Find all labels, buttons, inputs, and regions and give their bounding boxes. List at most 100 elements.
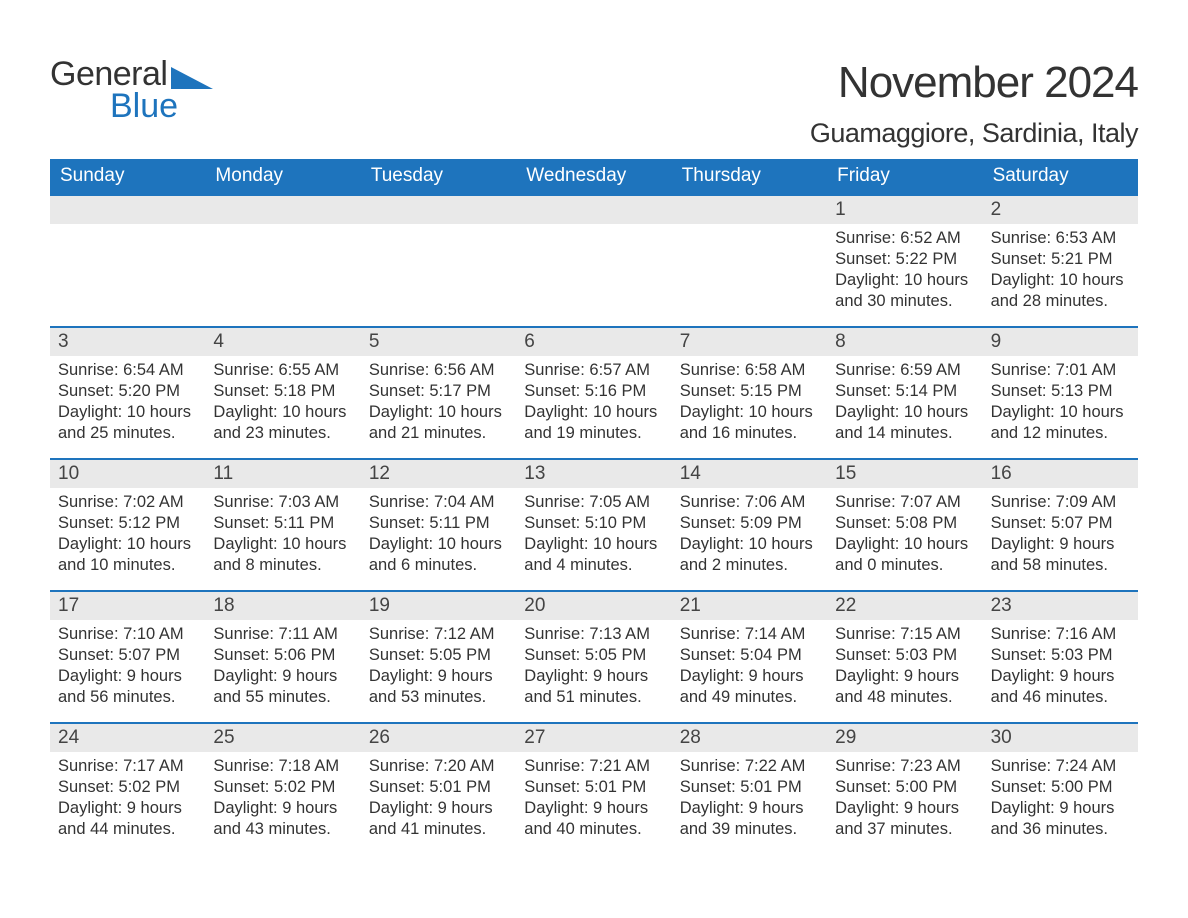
calendar-day-cell: 16Sunrise: 7:09 AMSunset: 5:07 PMDayligh…	[983, 460, 1138, 588]
calendar-day-cell: 20Sunrise: 7:13 AMSunset: 5:05 PMDayligh…	[516, 592, 671, 720]
day-detail-text: Sunrise: 7:10 AMSunset: 5:07 PMDaylight:…	[50, 620, 205, 712]
day-number-bar: 24	[50, 724, 205, 752]
brand-flag-icon	[169, 64, 215, 90]
sunrise-line: Sunrise: 7:16 AM	[991, 624, 1130, 645]
sunrise-line: Sunrise: 6:53 AM	[991, 228, 1130, 249]
day-detail-text: Sunrise: 6:53 AMSunset: 5:21 PMDaylight:…	[983, 224, 1138, 316]
sunset-line: Sunset: 5:17 PM	[369, 381, 508, 402]
sunset-line: Sunset: 5:13 PM	[991, 381, 1130, 402]
day-number-bar: 2	[983, 196, 1138, 224]
day-number-bar: 9	[983, 328, 1138, 356]
day-detail-text: Sunrise: 7:04 AMSunset: 5:11 PMDaylight:…	[361, 488, 516, 580]
daylight-line: Daylight: 9 hours and 48 minutes.	[835, 666, 974, 708]
day-of-week-header: Sunday	[50, 159, 205, 194]
day-number-bar: 30	[983, 724, 1138, 752]
sunset-line: Sunset: 5:07 PM	[991, 513, 1130, 534]
sunrise-line: Sunrise: 6:59 AM	[835, 360, 974, 381]
sunrise-line: Sunrise: 6:55 AM	[213, 360, 352, 381]
calendar-day-cell: 24Sunrise: 7:17 AMSunset: 5:02 PMDayligh…	[50, 724, 205, 852]
sunrise-line: Sunrise: 7:10 AM	[58, 624, 197, 645]
calendar-day-cell: 17Sunrise: 7:10 AMSunset: 5:07 PMDayligh…	[50, 592, 205, 720]
sunrise-line: Sunrise: 7:24 AM	[991, 756, 1130, 777]
day-detail-text: Sunrise: 7:07 AMSunset: 5:08 PMDaylight:…	[827, 488, 982, 580]
day-detail-text: Sunrise: 7:12 AMSunset: 5:05 PMDaylight:…	[361, 620, 516, 712]
day-detail-text: Sunrise: 7:02 AMSunset: 5:12 PMDaylight:…	[50, 488, 205, 580]
sunrise-line: Sunrise: 7:09 AM	[991, 492, 1130, 513]
sunrise-line: Sunrise: 7:02 AM	[58, 492, 197, 513]
calendar-week-row: 1Sunrise: 6:52 AMSunset: 5:22 PMDaylight…	[50, 194, 1138, 324]
day-detail-text: Sunrise: 7:23 AMSunset: 5:00 PMDaylight:…	[827, 752, 982, 844]
daylight-line: Daylight: 10 hours and 4 minutes.	[524, 534, 663, 576]
calendar-day-cell: 6Sunrise: 6:57 AMSunset: 5:16 PMDaylight…	[516, 328, 671, 456]
day-detail-text: Sunrise: 7:09 AMSunset: 5:07 PMDaylight:…	[983, 488, 1138, 580]
calendar-day-cell: 2Sunrise: 6:53 AMSunset: 5:21 PMDaylight…	[983, 196, 1138, 324]
location-subtitle: Guamaggiore, Sardinia, Italy	[810, 118, 1138, 149]
sunrise-line: Sunrise: 7:11 AM	[213, 624, 352, 645]
day-number-bar: 16	[983, 460, 1138, 488]
daylight-line: Daylight: 10 hours and 25 minutes.	[58, 402, 197, 444]
calendar-week-row: 17Sunrise: 7:10 AMSunset: 5:07 PMDayligh…	[50, 590, 1138, 720]
daylight-line: Daylight: 10 hours and 0 minutes.	[835, 534, 974, 576]
sunset-line: Sunset: 5:08 PM	[835, 513, 974, 534]
daylight-line: Daylight: 9 hours and 41 minutes.	[369, 798, 508, 840]
day-detail-text: Sunrise: 7:20 AMSunset: 5:01 PMDaylight:…	[361, 752, 516, 844]
calendar-day-cell: 13Sunrise: 7:05 AMSunset: 5:10 PMDayligh…	[516, 460, 671, 588]
sunset-line: Sunset: 5:21 PM	[991, 249, 1130, 270]
sunset-line: Sunset: 5:00 PM	[835, 777, 974, 798]
daylight-line: Daylight: 10 hours and 2 minutes.	[680, 534, 819, 576]
calendar-day-cell: 25Sunrise: 7:18 AMSunset: 5:02 PMDayligh…	[205, 724, 360, 852]
sunset-line: Sunset: 5:18 PM	[213, 381, 352, 402]
sunrise-line: Sunrise: 7:05 AM	[524, 492, 663, 513]
sunset-line: Sunset: 5:00 PM	[991, 777, 1130, 798]
day-detail-text: Sunrise: 7:01 AMSunset: 5:13 PMDaylight:…	[983, 356, 1138, 448]
sunset-line: Sunset: 5:05 PM	[524, 645, 663, 666]
sunrise-line: Sunrise: 7:22 AM	[680, 756, 819, 777]
daylight-line: Daylight: 9 hours and 46 minutes.	[991, 666, 1130, 708]
day-number-bar: 27	[516, 724, 671, 752]
day-of-week-header: Wednesday	[516, 159, 671, 194]
day-number-bar: 12	[361, 460, 516, 488]
sunrise-line: Sunrise: 7:23 AM	[835, 756, 974, 777]
day-number-bar: 14	[672, 460, 827, 488]
day-number-bar: 13	[516, 460, 671, 488]
day-detail-text: Sunrise: 7:18 AMSunset: 5:02 PMDaylight:…	[205, 752, 360, 844]
day-number-bar: 29	[827, 724, 982, 752]
sunset-line: Sunset: 5:15 PM	[680, 381, 819, 402]
sunrise-line: Sunrise: 6:58 AM	[680, 360, 819, 381]
sunset-line: Sunset: 5:05 PM	[369, 645, 508, 666]
day-number-bar: 22	[827, 592, 982, 620]
sunrise-line: Sunrise: 7:12 AM	[369, 624, 508, 645]
sunset-line: Sunset: 5:14 PM	[835, 381, 974, 402]
daylight-line: Daylight: 10 hours and 10 minutes.	[58, 534, 197, 576]
day-number-bar: 15	[827, 460, 982, 488]
day-detail-text: Sunrise: 7:16 AMSunset: 5:03 PMDaylight:…	[983, 620, 1138, 712]
sunset-line: Sunset: 5:01 PM	[369, 777, 508, 798]
day-number-bar	[672, 196, 827, 224]
calendar-day-cell: 26Sunrise: 7:20 AMSunset: 5:01 PMDayligh…	[361, 724, 516, 852]
daylight-line: Daylight: 9 hours and 36 minutes.	[991, 798, 1130, 840]
sunset-line: Sunset: 5:20 PM	[58, 381, 197, 402]
sunrise-line: Sunrise: 6:52 AM	[835, 228, 974, 249]
calendar-weeks: 1Sunrise: 6:52 AMSunset: 5:22 PMDaylight…	[50, 194, 1138, 852]
daylight-line: Daylight: 9 hours and 58 minutes.	[991, 534, 1130, 576]
sunrise-line: Sunrise: 7:06 AM	[680, 492, 819, 513]
day-number-bar: 28	[672, 724, 827, 752]
sunset-line: Sunset: 5:04 PM	[680, 645, 819, 666]
calendar-day-cell	[205, 196, 360, 324]
calendar-day-cell: 14Sunrise: 7:06 AMSunset: 5:09 PMDayligh…	[672, 460, 827, 588]
day-of-week-header: Tuesday	[361, 159, 516, 194]
day-detail-text: Sunrise: 6:59 AMSunset: 5:14 PMDaylight:…	[827, 356, 982, 448]
calendar-day-cell: 11Sunrise: 7:03 AMSunset: 5:11 PMDayligh…	[205, 460, 360, 588]
calendar-day-cell: 10Sunrise: 7:02 AMSunset: 5:12 PMDayligh…	[50, 460, 205, 588]
calendar-day-cell: 27Sunrise: 7:21 AMSunset: 5:01 PMDayligh…	[516, 724, 671, 852]
daylight-line: Daylight: 9 hours and 56 minutes.	[58, 666, 197, 708]
sunrise-line: Sunrise: 6:54 AM	[58, 360, 197, 381]
day-detail-text: Sunrise: 6:58 AMSunset: 5:15 PMDaylight:…	[672, 356, 827, 448]
day-detail-text: Sunrise: 7:11 AMSunset: 5:06 PMDaylight:…	[205, 620, 360, 712]
brand-word-1: General	[50, 58, 167, 90]
calendar-day-cell: 3Sunrise: 6:54 AMSunset: 5:20 PMDaylight…	[50, 328, 205, 456]
sunrise-line: Sunrise: 7:03 AM	[213, 492, 352, 513]
sunset-line: Sunset: 5:07 PM	[58, 645, 197, 666]
daylight-line: Daylight: 10 hours and 6 minutes.	[369, 534, 508, 576]
daylight-line: Daylight: 9 hours and 51 minutes.	[524, 666, 663, 708]
